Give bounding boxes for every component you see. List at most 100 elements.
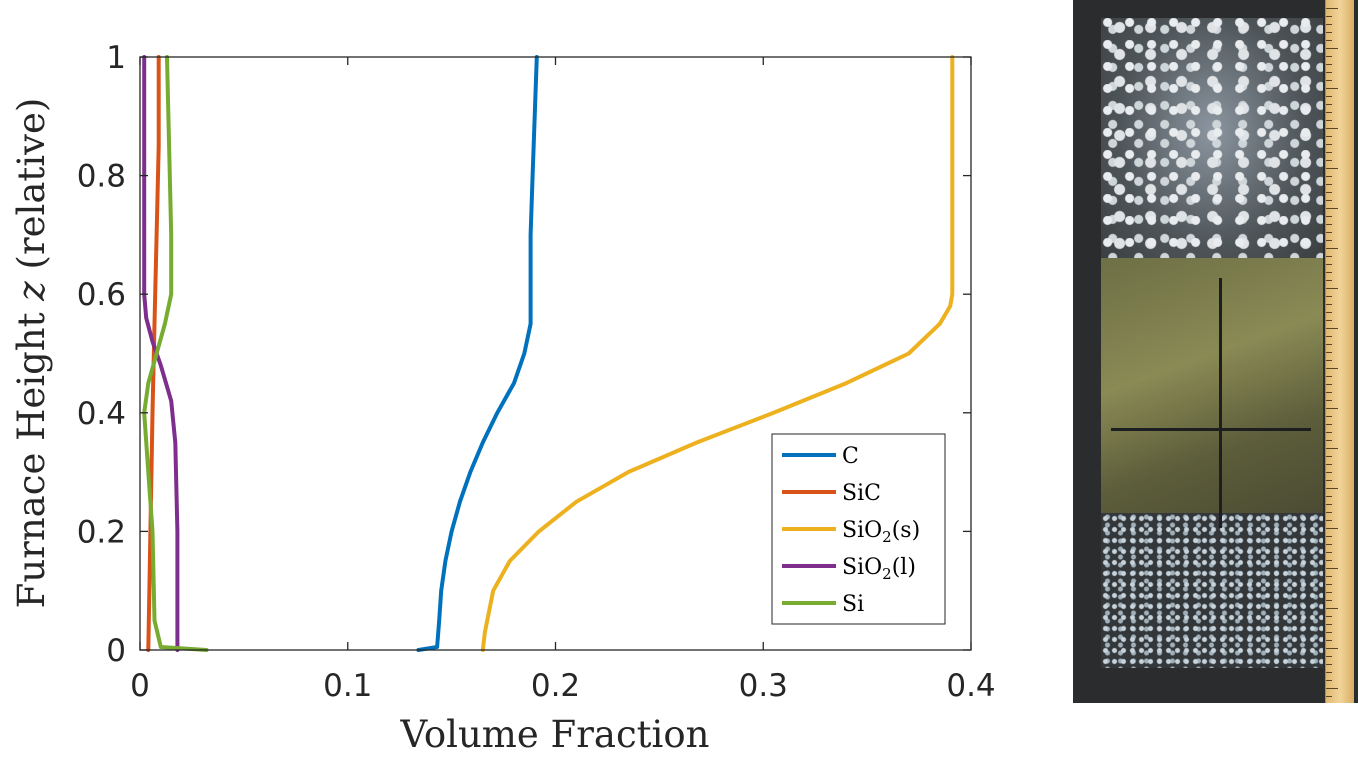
ruler-tick xyxy=(1326,168,1338,169)
ruler-tick xyxy=(1326,248,1338,249)
sample-bottom-zone xyxy=(1101,513,1323,668)
ruler-tick xyxy=(1326,80,1332,81)
ruler-tick xyxy=(1326,304,1332,305)
ruler-tick xyxy=(1326,208,1338,209)
ruler-tick xyxy=(1326,200,1332,201)
ruler-tick xyxy=(1326,560,1332,561)
ruler-tick xyxy=(1326,152,1332,153)
ruler-tick xyxy=(1326,480,1332,481)
ruler-tick xyxy=(1326,624,1332,625)
series-line-c xyxy=(416,55,539,652)
legend: C SiC SiO2(s) SiO2(l) Si xyxy=(771,433,946,625)
ruler-tick xyxy=(1326,656,1332,657)
x-tick-label: 0.3 xyxy=(739,668,788,704)
ruler-tick xyxy=(1326,408,1338,409)
line-chart: 0 0.1 0.2 0.3 0.4 0 0.2 0.4 0.6 0.8 1 Volume Fract… xyxy=(10,40,996,756)
x-tick-label: 0.1 xyxy=(323,668,372,704)
ruler-tick xyxy=(1326,312,1332,313)
ruler-tick xyxy=(1326,240,1332,241)
ruler-tick xyxy=(1326,144,1332,145)
ruler-tick xyxy=(1326,64,1332,65)
y-axis-title-suffix: (relative) xyxy=(10,98,53,282)
ruler-tick xyxy=(1326,400,1332,401)
ruler-tick xyxy=(1326,552,1332,553)
ruler-tick xyxy=(1326,416,1332,417)
ruler-tick xyxy=(1326,424,1332,425)
ruler-tick xyxy=(1326,232,1332,233)
ruler-tick xyxy=(1326,448,1338,449)
ruler-tick xyxy=(1326,360,1332,361)
ruler-tick xyxy=(1326,616,1332,617)
ruler-tick xyxy=(1326,104,1332,105)
ruler-tick xyxy=(1326,328,1338,329)
legend-label: Si xyxy=(842,592,864,617)
ruler-tick xyxy=(1326,440,1332,441)
ruler-tick xyxy=(1326,464,1332,465)
ruler-tick xyxy=(1326,680,1332,681)
ruler-tick xyxy=(1326,264,1332,265)
sample-crack-vertical xyxy=(1219,278,1222,528)
ruler-tick xyxy=(1326,16,1332,17)
y-axis-title-text: Furnace Height xyxy=(10,301,53,609)
ruler-tick xyxy=(1326,32,1332,33)
series-line-sio2-s xyxy=(480,55,955,652)
sample-top-charge-zone xyxy=(1101,18,1323,268)
ruler-tick xyxy=(1326,608,1338,609)
series-line-sic xyxy=(146,55,161,652)
ruler-tick xyxy=(1326,176,1332,177)
series-layer xyxy=(142,55,955,652)
y-tick-label: 0.4 xyxy=(77,396,126,432)
ruler-tick xyxy=(1326,216,1332,217)
ruler-tick xyxy=(1326,288,1338,289)
ruler-tick xyxy=(1326,320,1332,321)
ruler-tick xyxy=(1326,88,1338,89)
measuring-ruler xyxy=(1325,0,1354,703)
sample-middle-glass-zone xyxy=(1101,258,1323,518)
legend-entries: C SiC SiO2(s) SiO2(l) Si xyxy=(782,444,920,617)
ruler-tick xyxy=(1326,528,1338,529)
y-tick-label: 1 xyxy=(106,40,126,76)
ruler-tick xyxy=(1326,432,1332,433)
x-axis-title: Volume Fraction xyxy=(400,713,710,756)
ruler-tick xyxy=(1326,592,1332,593)
ticks-layer: 0 0.1 0.2 0.3 0.4 0 0.2 0.4 0.6 0.8 1 xyxy=(77,40,996,704)
ruler-tick xyxy=(1326,112,1332,113)
x-tick-label: 0 xyxy=(130,668,150,704)
ruler-tick xyxy=(1326,632,1332,633)
ruler-tick xyxy=(1326,224,1332,225)
y-tick-label: 0.6 xyxy=(77,277,126,313)
y-axis-title-variable: z xyxy=(10,281,53,302)
ruler-tick xyxy=(1326,672,1332,673)
ruler-tick xyxy=(1326,496,1332,497)
series-line-si xyxy=(142,55,209,652)
ruler-tick xyxy=(1326,336,1332,337)
ruler-tick xyxy=(1326,488,1338,489)
ruler-tick xyxy=(1326,128,1338,129)
ruler-tick xyxy=(1326,352,1332,353)
ruler-tick xyxy=(1326,664,1332,665)
ruler-tick xyxy=(1326,256,1332,257)
ruler-tick xyxy=(1326,504,1332,505)
x-tick-label: 0.2 xyxy=(531,668,580,704)
ruler-tick xyxy=(1326,384,1332,385)
legend-label: C xyxy=(842,444,859,469)
ruler-tick xyxy=(1326,184,1332,185)
ruler-tick xyxy=(1326,688,1338,689)
ruler-tick xyxy=(1326,696,1332,697)
ruler-tick xyxy=(1326,368,1338,369)
ruler-tick xyxy=(1326,392,1332,393)
ruler-tick xyxy=(1326,512,1332,513)
ruler-tick xyxy=(1326,640,1332,641)
ruler-tick xyxy=(1326,472,1332,473)
ruler-tick xyxy=(1326,544,1332,545)
ruler-tick xyxy=(1326,160,1332,161)
ruler-tick xyxy=(1326,344,1332,345)
y-tick-label: 0.2 xyxy=(77,514,126,550)
ruler-tick xyxy=(1326,536,1332,537)
sample-crack-horizontal xyxy=(1111,428,1311,431)
ruler-tick xyxy=(1326,568,1338,569)
furnace-sample-section xyxy=(1101,18,1323,668)
ruler-tick xyxy=(1326,576,1332,577)
ruler-tick xyxy=(1326,272,1332,273)
ruler-tick xyxy=(1326,120,1332,121)
